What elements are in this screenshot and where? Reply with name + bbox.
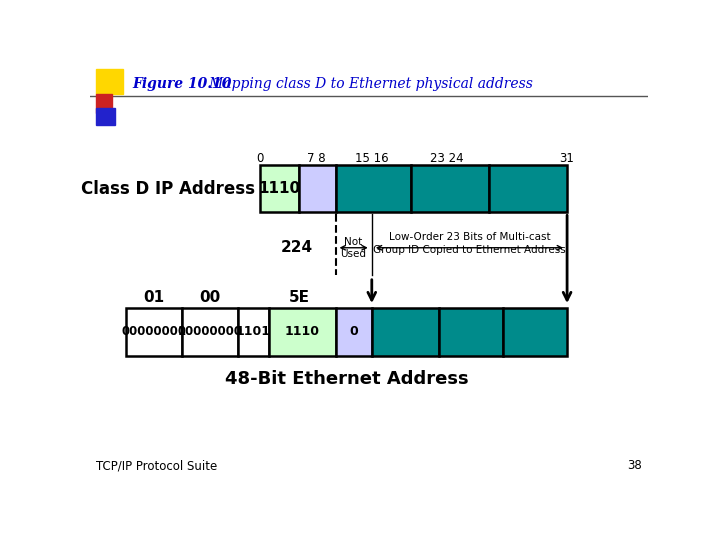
Bar (126, 308, 182, 356)
Text: TCP/IP Protocol Suite: TCP/IP Protocol Suite (96, 460, 217, 472)
Text: 15 16: 15 16 (355, 152, 389, 165)
Text: Low-Order 23 Bits of Multi-cast: Low-Order 23 Bits of Multi-cast (389, 232, 550, 242)
Bar (300, 165, 336, 212)
Text: 1101: 1101 (235, 326, 271, 339)
Bar (182, 308, 238, 356)
Bar (489, 165, 567, 212)
Text: 01: 01 (143, 290, 165, 305)
Bar (438, 308, 503, 356)
Text: 0: 0 (256, 152, 264, 165)
Text: Not: Not (344, 237, 362, 247)
Text: 00000001: 00000001 (122, 326, 186, 339)
Text: 0: 0 (349, 326, 358, 339)
Text: 224: 224 (280, 240, 312, 255)
Bar (336, 308, 372, 356)
Text: 5E: 5E (289, 290, 310, 305)
Bar (503, 308, 567, 356)
Text: Class D IP Address: Class D IP Address (81, 179, 255, 198)
Bar (96, 109, 115, 125)
Bar (411, 165, 489, 212)
Bar (260, 165, 300, 212)
Text: Used: Used (341, 249, 366, 259)
Text: Group ID Copied to Ethernet Address: Group ID Copied to Ethernet Address (373, 245, 566, 255)
Bar (96, 94, 112, 113)
Bar (336, 165, 411, 212)
Text: 1110: 1110 (258, 181, 301, 196)
Text: 1110: 1110 (284, 326, 320, 339)
Text: 00000000: 00000000 (177, 326, 243, 339)
Text: Mapping class D to Ethernet physical address: Mapping class D to Ethernet physical add… (196, 77, 533, 91)
Text: 38: 38 (628, 460, 642, 472)
Bar (372, 308, 438, 356)
Bar (269, 308, 336, 356)
Bar (96, 69, 124, 94)
Text: 00: 00 (199, 290, 220, 305)
Text: 31: 31 (559, 152, 575, 165)
Text: Figure 10.10: Figure 10.10 (132, 77, 231, 91)
Text: 23 24: 23 24 (431, 152, 464, 165)
Bar (238, 308, 269, 356)
Text: 48-Bit Ethernet Address: 48-Bit Ethernet Address (225, 370, 469, 388)
Text: 7 8: 7 8 (307, 152, 325, 165)
